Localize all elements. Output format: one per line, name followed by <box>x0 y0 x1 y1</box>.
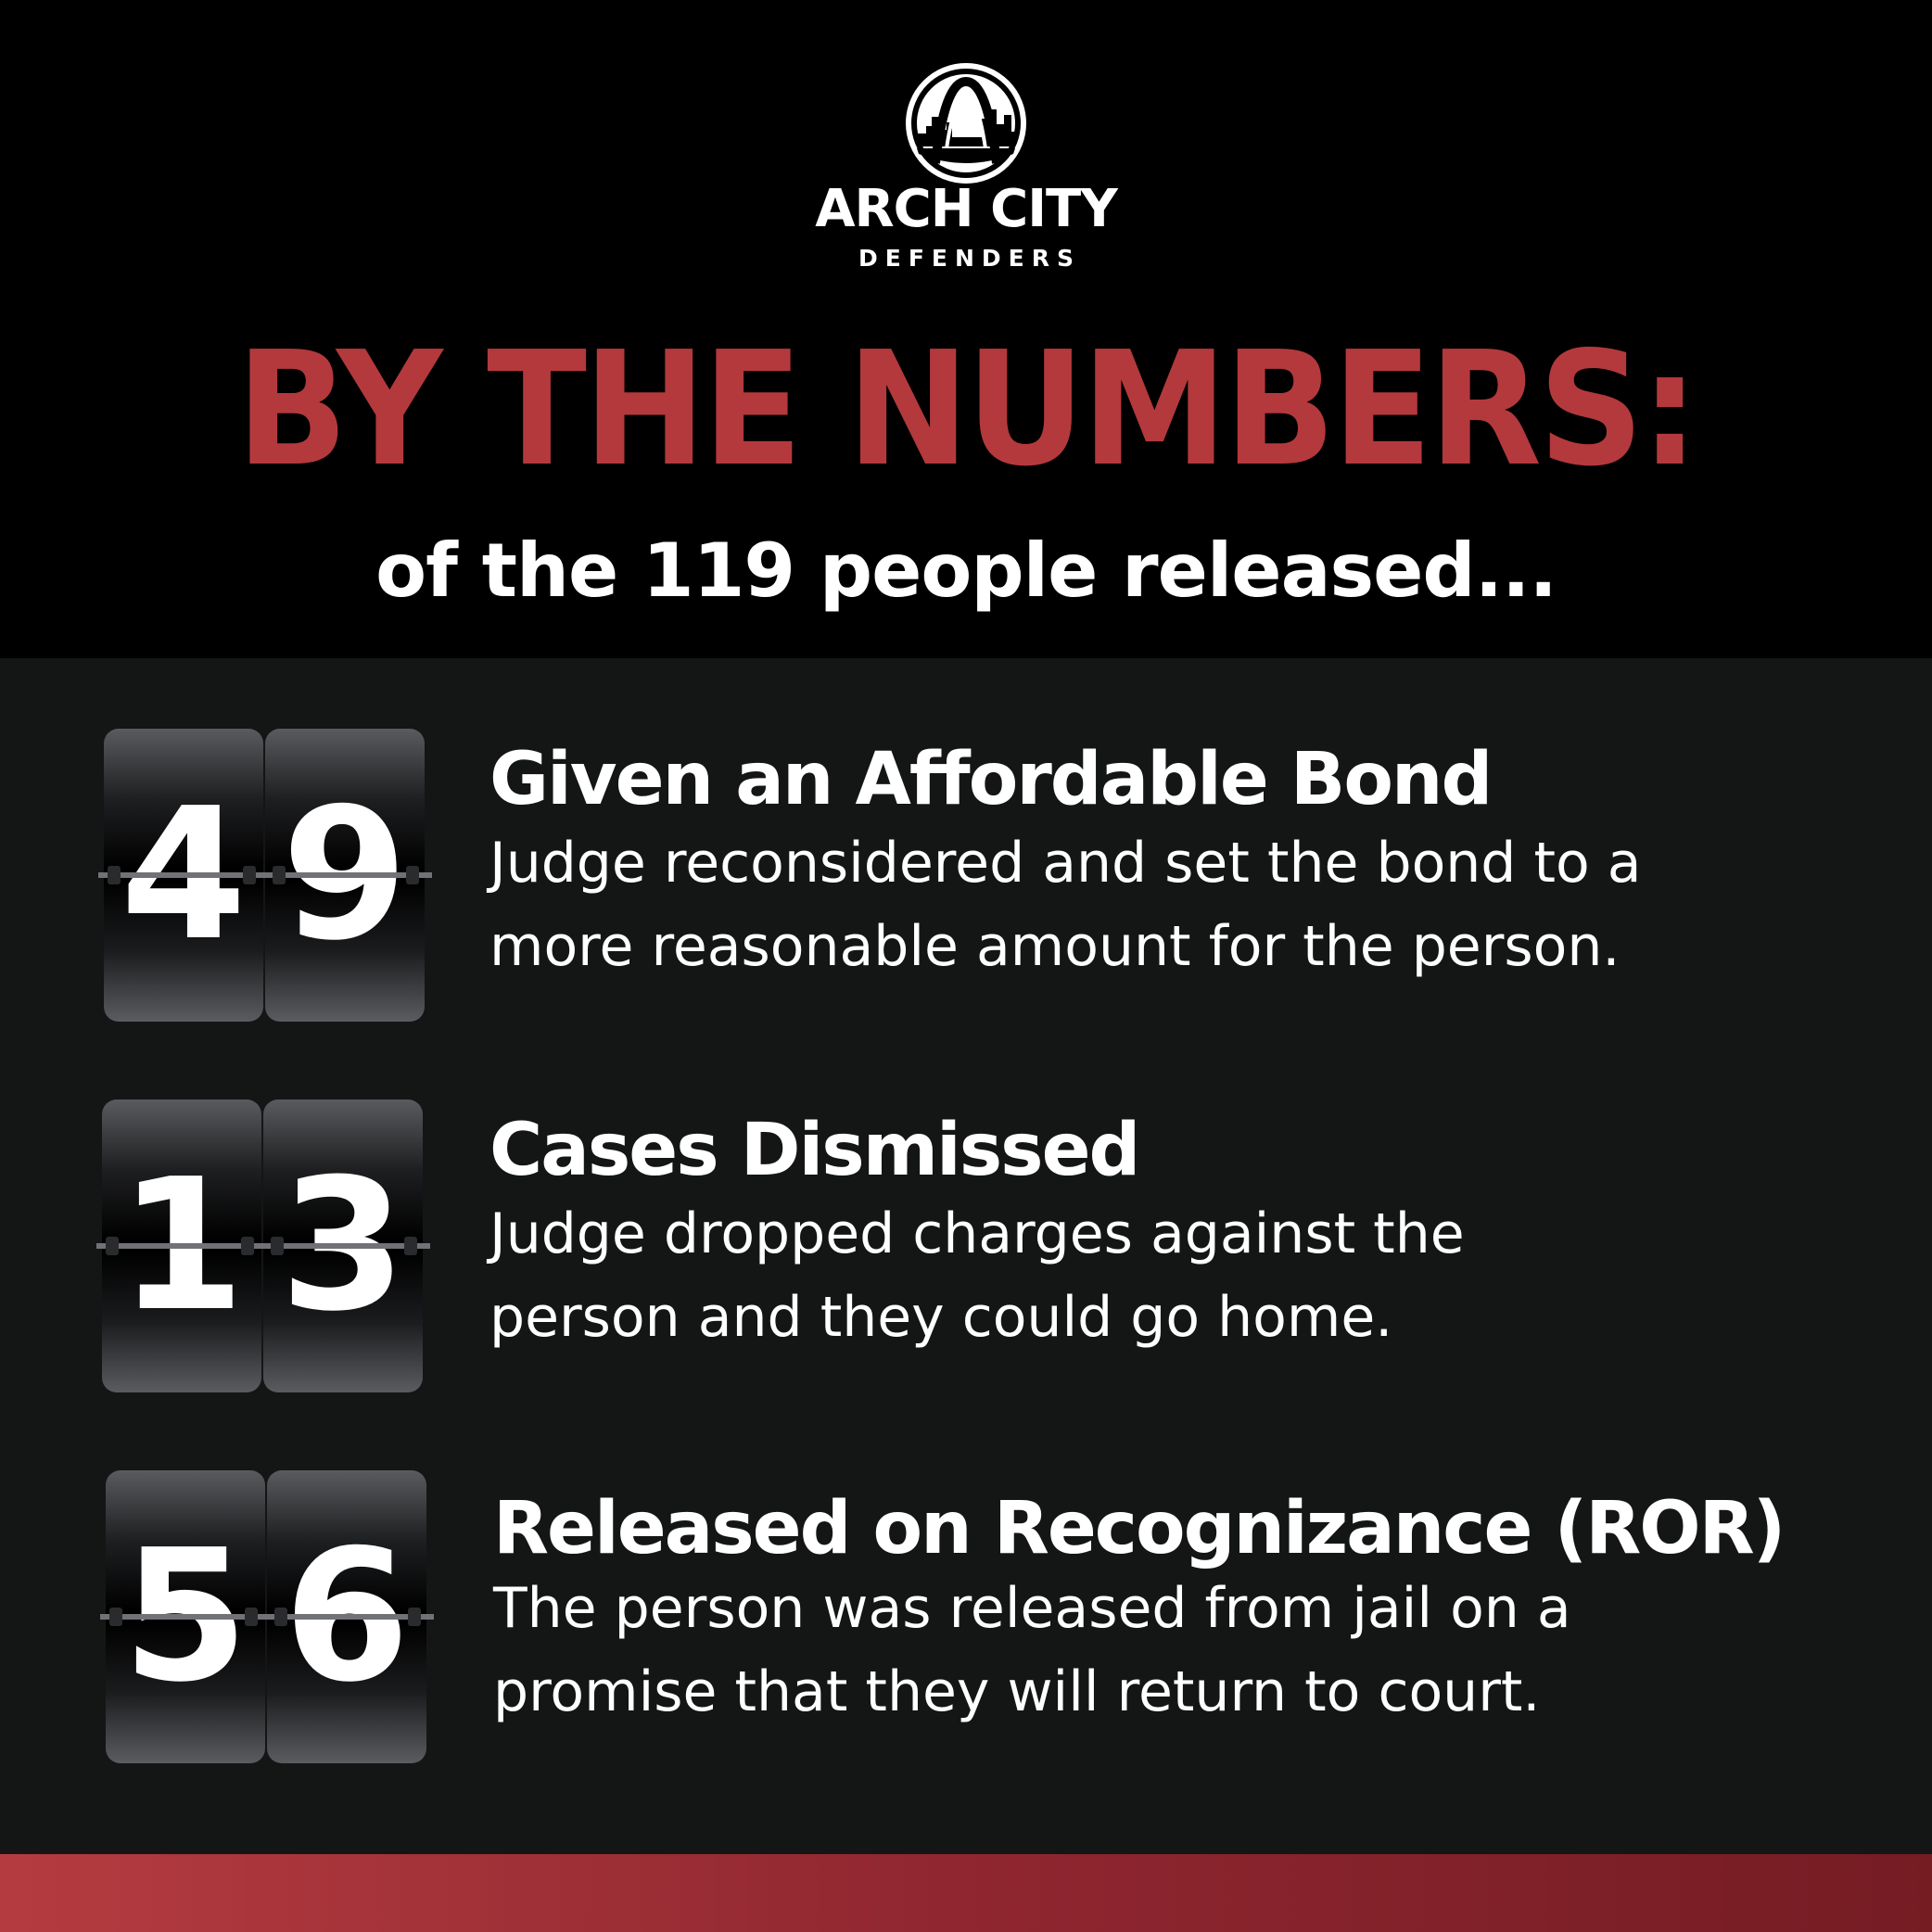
flip-counter: 4 9 <box>98 729 432 1022</box>
stat-title: Released on Recognizance (ROR) <box>493 1487 1786 1570</box>
hinge-knob <box>404 1237 417 1255</box>
hinge-knob <box>109 1608 122 1626</box>
stats-panel: 4 9 Given an Affordable Bond Judge recon… <box>0 658 1932 1854</box>
page-title: BY THE NUMBERS: <box>235 318 1699 502</box>
description-line: Judge reconsidered and set the bond to a <box>489 831 1642 896</box>
description-line: promise that they will return to court. <box>493 1659 1541 1724</box>
footer-bar <box>0 1854 1932 1932</box>
hinge-knob <box>245 1608 258 1626</box>
header: ARCH CITY DEFENDERS BY THE NUMBERS: of t… <box>0 0 1932 658</box>
description-line: person and they could go home. <box>489 1285 1393 1350</box>
hinge-knob <box>243 866 256 884</box>
description-line: more reasonable amount for the person. <box>489 914 1621 979</box>
stat-title: Given an Affordable Bond <box>489 738 1493 821</box>
hinge-knob <box>241 1237 254 1255</box>
hinge-knob <box>273 866 286 884</box>
hinge-knob <box>106 1237 119 1255</box>
stat-released-on-recognizance: 5 6 Released on Recognizance (ROR) The p… <box>0 1470 1932 1767</box>
description-line: Judge dropped charges against the <box>489 1201 1465 1266</box>
hinge-knob <box>408 1608 421 1626</box>
hinge-knob <box>406 866 419 884</box>
stat-affordable-bond: 4 9 Given an Affordable Bond Judge recon… <box>0 729 1932 1025</box>
hinge-knob <box>108 866 121 884</box>
stat-title: Cases Dismissed <box>489 1109 1140 1192</box>
hinge-line <box>98 872 432 878</box>
stat-description: The person was released from jail on a p… <box>493 1567 1571 1734</box>
hinge-knob <box>274 1608 287 1626</box>
logo-name: ARCH CITY <box>815 179 1118 239</box>
hinge-line <box>100 1614 434 1620</box>
flip-counter: 5 6 <box>100 1470 434 1763</box>
flip-counter: 1 3 <box>96 1099 430 1392</box>
arch-skyline-logo-icon <box>906 63 1026 184</box>
hinge-line <box>96 1243 430 1249</box>
logo-subname: DEFENDERS <box>858 245 1081 272</box>
hinge-knob <box>271 1237 284 1255</box>
page-subtitle: of the 119 people released... <box>375 527 1557 614</box>
stat-description: Judge reconsidered and set the bond to a… <box>489 821 1642 988</box>
stat-cases-dismissed: 1 3 Cases Dismissed Judge dropped charge… <box>0 1099 1932 1396</box>
stat-description: Judge dropped charges against the person… <box>489 1192 1465 1359</box>
description-line: The person was released from jail on a <box>493 1576 1571 1641</box>
